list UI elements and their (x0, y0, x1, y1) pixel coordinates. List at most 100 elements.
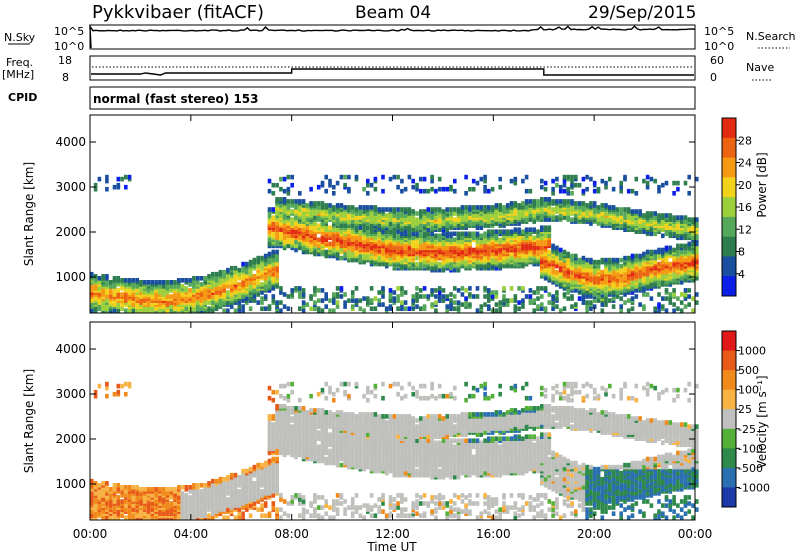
velocity-cell (256, 462, 260, 468)
power-cell (536, 296, 540, 301)
power-cell (676, 223, 680, 228)
velocity-cell (241, 468, 245, 474)
power-cell (513, 233, 518, 239)
power-cell (551, 178, 555, 184)
power-cell (350, 298, 355, 303)
power-cell (630, 188, 635, 194)
power-cell (377, 290, 381, 295)
power-cell (634, 176, 639, 182)
velocity-cell (211, 507, 215, 512)
power-cell (574, 213, 578, 218)
power-cell (388, 207, 393, 212)
velocity-cell (135, 491, 139, 496)
power-cell (415, 231, 419, 237)
power-cell (649, 249, 654, 255)
power-cell (252, 263, 257, 269)
power-cell (158, 280, 162, 285)
power-cell (691, 259, 695, 265)
power-cell (388, 304, 393, 309)
power-cell (661, 296, 665, 301)
velocity-cell (237, 499, 242, 504)
power-cell (369, 298, 374, 303)
power-cell (282, 213, 287, 218)
velocity-cell (139, 487, 143, 492)
power-cell (642, 292, 646, 297)
power-cell (328, 308, 332, 313)
power-cell (596, 186, 601, 192)
power-cell (275, 261, 279, 267)
power-cell (218, 290, 223, 295)
power-cell (445, 308, 449, 313)
power-cell (313, 292, 317, 297)
power-cell (623, 207, 627, 212)
power-cell (524, 199, 529, 204)
power-cell (358, 257, 363, 263)
power-cell (604, 211, 608, 216)
power-cell (358, 205, 363, 210)
velocity-cell (226, 491, 230, 496)
power-cell (532, 199, 536, 204)
velocity-cell (120, 499, 124, 504)
power-cell (343, 300, 347, 305)
power-cell (453, 231, 457, 237)
power-cell (532, 290, 536, 295)
power-cell (528, 294, 533, 299)
velocity-cell (263, 513, 268, 518)
power-cell (105, 174, 109, 180)
power-cell (596, 259, 601, 265)
power-cell (362, 186, 366, 192)
power-cell (645, 265, 650, 271)
power-cell (645, 276, 650, 281)
power-cell (566, 251, 570, 257)
velocity-cell (195, 483, 200, 488)
velocity-cell (226, 474, 230, 480)
power-cell (384, 213, 389, 218)
power-cell (645, 174, 650, 180)
power-cell (464, 302, 468, 307)
power-cell (683, 274, 688, 279)
power-cell (298, 211, 302, 216)
power-cell (260, 296, 264, 301)
power-cell (301, 199, 306, 204)
power-cell (494, 209, 499, 214)
power-cell (626, 255, 631, 261)
power-cell (623, 300, 627, 305)
power-cell (596, 298, 601, 303)
power-cell (384, 229, 389, 234)
power-cell (623, 255, 627, 261)
velocity-cell (260, 462, 264, 468)
power-cell (687, 288, 691, 293)
power-cell (161, 280, 166, 285)
power-cell (437, 267, 442, 273)
power-cell (313, 286, 317, 291)
power-cell (263, 253, 268, 259)
power-cell (592, 180, 597, 186)
power-cell (653, 178, 657, 184)
power-cell (320, 235, 325, 241)
power-cell (316, 184, 321, 190)
power-cell (585, 203, 589, 208)
power-cell (517, 300, 521, 305)
power-cell (241, 308, 245, 313)
power-cell (521, 229, 525, 234)
power-cell (456, 261, 461, 267)
velocity-cell (263, 481, 268, 486)
power-cell (555, 269, 559, 275)
velocity-cell (120, 493, 124, 498)
power-cell (475, 294, 480, 299)
power-cell (328, 225, 332, 230)
power-cell (434, 207, 438, 212)
power-cell (343, 182, 347, 188)
velocity-cell (105, 487, 109, 492)
power-cell (426, 255, 431, 261)
power-cell (422, 188, 427, 194)
power-cell (551, 191, 555, 196)
velocity-cell (207, 513, 211, 518)
power-cell (487, 298, 491, 303)
power-cell (415, 186, 419, 192)
velocity-cell (199, 483, 204, 488)
nsky-trace (89, 24, 696, 49)
power-cell (483, 205, 487, 210)
power-cell (354, 174, 359, 180)
power-cell (131, 278, 136, 283)
